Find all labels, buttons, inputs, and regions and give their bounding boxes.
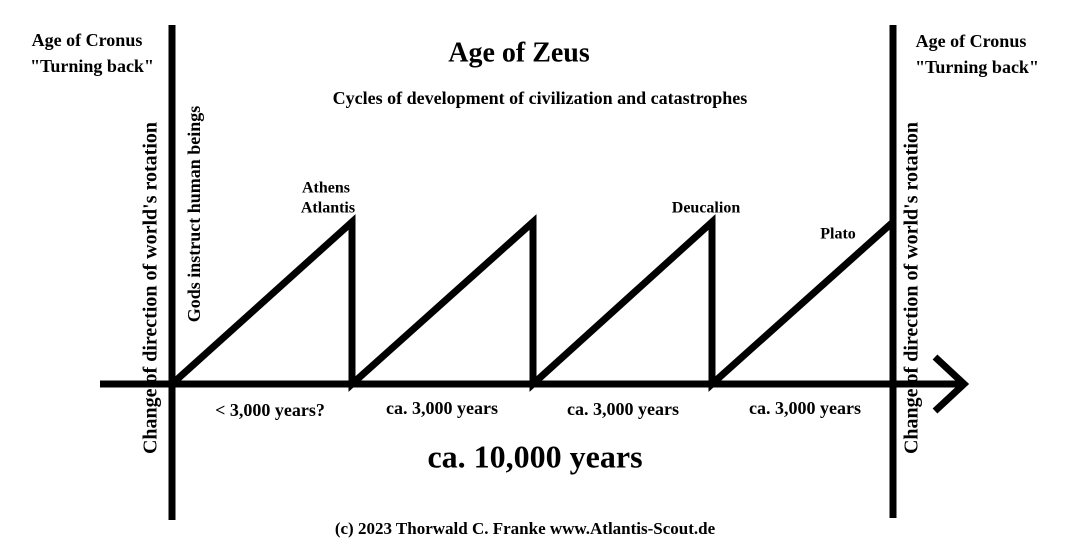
peak-label: Deucalion: [672, 200, 741, 217]
peak-label: Athens: [302, 180, 350, 197]
segment-label: ca. 3,000 years: [567, 399, 679, 419]
age-note: "Turning back": [915, 57, 1039, 77]
peak-label: Atlantis: [301, 200, 355, 217]
total-label: ca. 10,000 years: [427, 438, 642, 474]
segment-label: < 3,000 years?: [215, 400, 325, 420]
vertical-label: Change of direction of world's rotation: [140, 122, 162, 454]
footer: (c) 2023 Thorwald C. Franke www.Atlantis…: [335, 519, 716, 538]
segment-label: ca. 3,000 years: [386, 398, 498, 418]
title: Age of Zeus: [448, 37, 590, 68]
age-label: Age of Cronus: [916, 31, 1027, 51]
gods-label: Gods instruct human beings: [184, 106, 204, 323]
subtitle: Cycles of development of civilization an…: [333, 88, 748, 108]
vertical-label: Change of direction of world's rotation: [901, 122, 923, 454]
age-label: Age of Cronus: [32, 30, 143, 50]
axis-arrow: [932, 354, 970, 414]
segment-label: ca. 3,000 years: [749, 398, 861, 418]
age-note: "Turning back": [30, 56, 154, 76]
sawtooth: [169, 214, 896, 392]
peak-label: Plato: [820, 226, 856, 243]
